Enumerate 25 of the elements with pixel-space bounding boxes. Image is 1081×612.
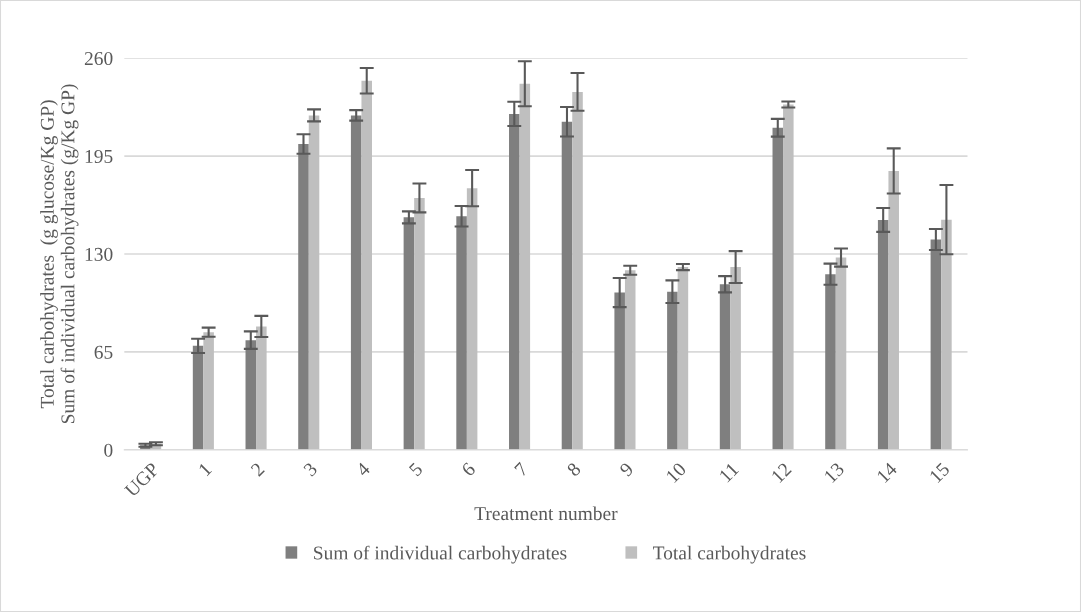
x-tick-label: 5 <box>408 462 424 477</box>
legend-label: Total carbohydrates <box>653 545 806 564</box>
x-tick-label: 4 <box>355 461 371 478</box>
x-tick-label: 8 <box>566 461 582 477</box>
legend-label: Sum of individual carbohydrates <box>314 545 567 564</box>
x-tick-label: 14 <box>876 461 898 484</box>
x-tick-label: 2 <box>250 462 265 477</box>
x-tick-label: 13 <box>823 461 845 484</box>
y-tick-label: 0 <box>104 443 113 457</box>
x-tick-label: 3 <box>302 461 318 477</box>
x-tick-label: 9 <box>618 461 635 478</box>
y-axis-title: Total carbohydrates (g glucose/Kg GP) Sum of individual carbohydrates (g/Kg GP) <box>40 84 79 424</box>
y-tick-label: 65 <box>94 345 113 359</box>
y-tick-label: 260 <box>84 51 113 66</box>
x-tick-label: 11 <box>718 462 740 483</box>
x-tick-label: 10 <box>665 461 687 484</box>
y-tick-label: 195 <box>85 149 113 163</box>
x-tick-label: 1 <box>198 462 213 477</box>
x-tick-label: 6 <box>461 461 477 477</box>
x-tick-label: UGP <box>123 461 160 498</box>
y-tick-label: 130 <box>85 247 113 261</box>
x-tick-label: 15 <box>929 461 951 484</box>
x-tick-label: 12 <box>770 462 792 484</box>
x-tick-label: 7 <box>514 461 529 477</box>
x-axis-title: Treatment number <box>474 506 618 521</box>
